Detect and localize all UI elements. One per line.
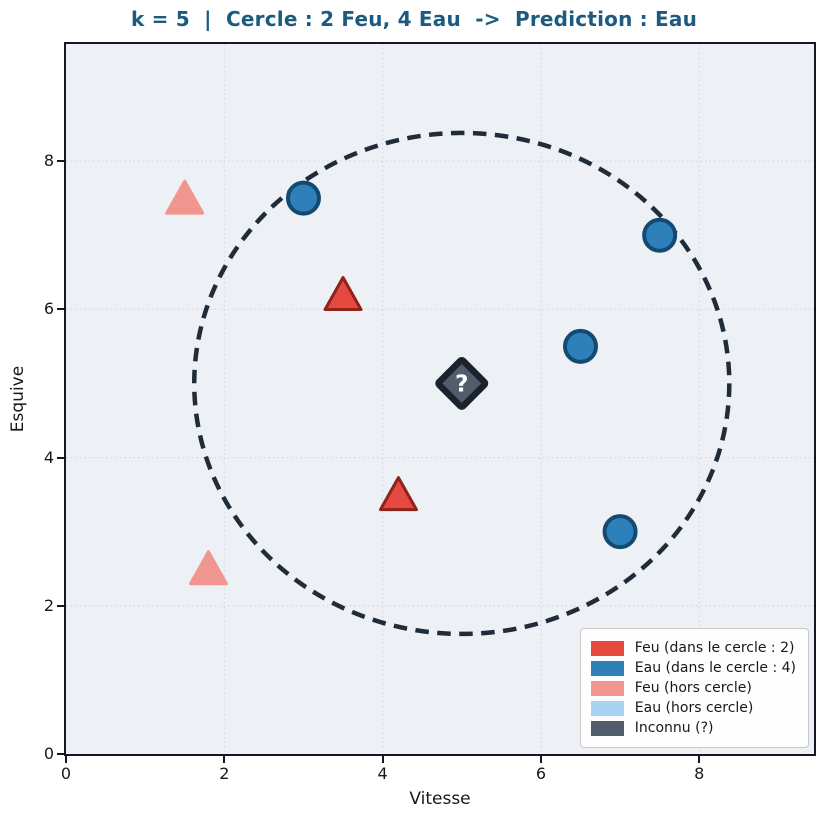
y-tick-label: 8 (43, 151, 54, 171)
legend-label: Inconnu (?) (634, 720, 714, 736)
legend-swatch (590, 720, 624, 736)
x-tick-label: 6 (535, 764, 546, 783)
legend-label: Eau (hors cercle) (634, 700, 754, 716)
y-tick-label: 6 (43, 299, 54, 319)
legend-item: Inconnu (?) (590, 720, 796, 736)
legend-label: Feu (hors cercle) (634, 680, 752, 696)
x-tick-mark (381, 756, 384, 763)
x-tick-mark (698, 756, 701, 763)
data-point-circle (642, 217, 678, 253)
x-tick-mark (539, 756, 542, 763)
y-tick-label: 0 (43, 744, 54, 763)
x-tick-label: 0 (60, 764, 72, 783)
legend: Feu (dans le cercle : 2) Eau (dans le cer… (579, 628, 809, 748)
y-tick-mark (57, 308, 64, 311)
x-tick-label: 2 (219, 764, 230, 783)
data-point-triangle (378, 476, 418, 512)
legend-swatch (590, 680, 624, 696)
chart-title: k = 5 | Cercle : 2 Feu, 4 Eau -> Predict… (130, 7, 698, 31)
legend-label: Feu (dans le cercle : 2) (634, 640, 795, 656)
data-point-triangle (165, 179, 205, 215)
legend-swatch (590, 700, 624, 716)
y-axis-label: Esquive (8, 365, 28, 433)
data-point-circle (602, 514, 638, 550)
legend-item: Eau (hors cercle) (590, 700, 796, 716)
legend-item: Eau (dans le cercle : 4) (590, 660, 796, 676)
y-tick-mark (57, 604, 64, 607)
data-point-circle (562, 328, 598, 364)
y-tick-label: 4 (43, 447, 54, 467)
data-point-circle (285, 180, 321, 216)
neighborhood-circle (191, 130, 732, 637)
plot-area: ? Feu (dans le cercle : 2) Eau (dans le c… (64, 42, 816, 756)
y-tick-label: 2 (43, 595, 54, 615)
y-tick-mark (57, 753, 64, 755)
data-point-unknown-diamond (435, 356, 489, 410)
legend-swatch (590, 660, 624, 676)
x-tick-label: 8 (694, 764, 705, 783)
legend-item: Feu (dans le cercle : 2) (590, 640, 796, 656)
data-point-triangle (323, 276, 363, 312)
data-point-triangle (188, 550, 228, 586)
x-axis-label: Vitesse (409, 789, 471, 809)
y-tick-mark (57, 160, 64, 163)
x-tick-mark (65, 756, 67, 763)
x-tick-mark (223, 756, 226, 763)
x-tick-label: 4 (377, 764, 388, 783)
chart-canvas: ? (66, 44, 814, 754)
legend-item: Feu (hors cercle) (590, 680, 796, 696)
legend-swatch (590, 640, 624, 656)
unknown-point-label: ? (455, 371, 468, 397)
legend-label: Eau (dans le cercle : 4) (634, 660, 796, 676)
y-tick-mark (57, 456, 64, 459)
